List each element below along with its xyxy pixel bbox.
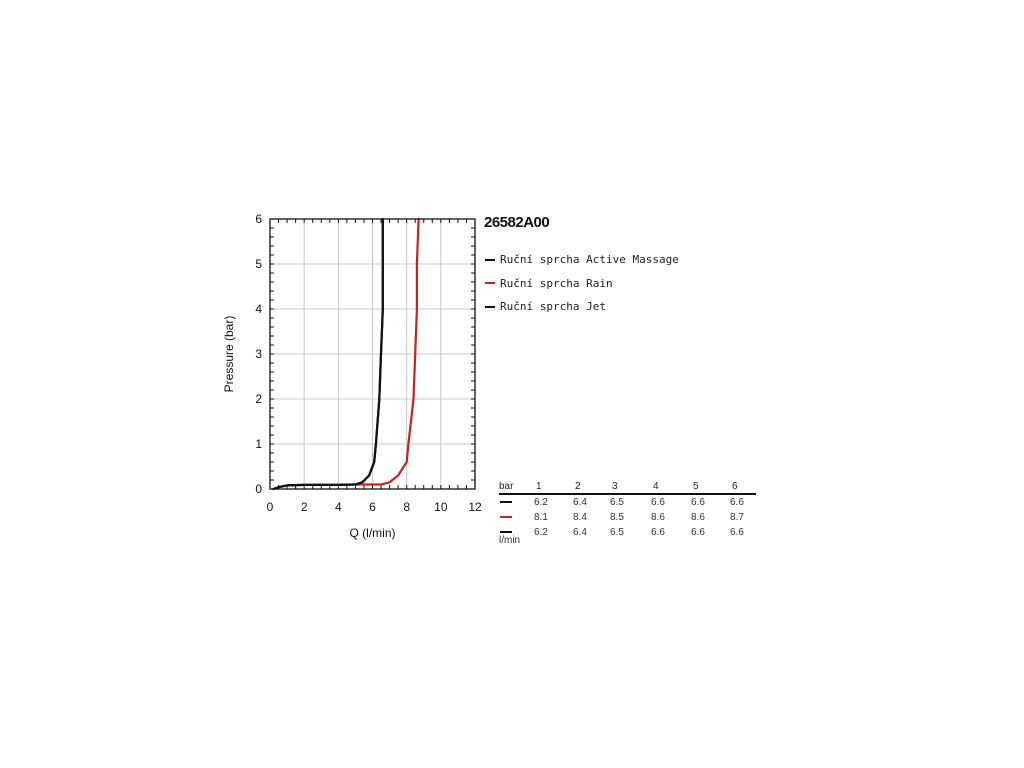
y-tick-label: 3: [255, 347, 262, 361]
table-cell: 6.6: [691, 527, 705, 538]
y-tick-label: 4: [255, 302, 262, 316]
x-tick-label: 12: [468, 500, 482, 514]
chart-title: 26582A00: [484, 214, 550, 231]
series-line-ru-n-sprcha-rain: [354, 217, 420, 486]
y-tick-labels: 0 1 2 3 4 5 6: [255, 212, 262, 496]
x-axis-title: Q (l/min): [350, 526, 396, 540]
table-cell: 6.2: [534, 497, 548, 508]
y-tick-label: 0: [255, 482, 262, 496]
table-row: 8.1 8.4 8.5 8.6 8.6 8.7: [499, 510, 756, 525]
x-tick-label: 8: [403, 500, 410, 514]
table-cell: 8.6: [691, 512, 705, 523]
table-header-cell: 4: [653, 481, 659, 492]
plot-frame: [269, 218, 476, 490]
legend-label: Ruční sprcha Rain: [500, 276, 613, 290]
y-axis-title: Pressure (bar): [222, 316, 236, 393]
legend-swatch: [485, 258, 495, 261]
table-header-cell: 3: [612, 481, 618, 492]
table-header-cell: 1: [536, 481, 542, 492]
table-cell: 6.2: [534, 527, 548, 538]
table-header: bar 1 2 3 4 5 6: [499, 481, 756, 495]
table-row-swatch: [500, 516, 512, 518]
table-cell: 6.5: [610, 497, 624, 508]
table-cell: 6.6: [730, 497, 744, 508]
series-layer: [272, 217, 420, 491]
table-unit-label: l/min: [499, 535, 521, 546]
legend-item-active-massage: Ruční sprcha Active Massage: [485, 248, 679, 272]
table-header-unit: bar: [499, 481, 514, 492]
table-row: 6.2 6.4 6.5 6.6 6.6 6.6: [499, 495, 756, 510]
table-cell: 6.4: [573, 527, 587, 538]
legend-swatch: [485, 305, 495, 308]
y-tick-label: 1: [255, 437, 262, 451]
table-cell: 6.6: [651, 497, 665, 508]
table-cell: 6.6: [651, 527, 665, 538]
table-header-cell: 6: [732, 481, 738, 492]
table-row-swatch: [500, 501, 512, 503]
series-line-ru-n-sprcha-active-massage: [272, 217, 384, 491]
legend-item-rain: Ruční sprcha Rain: [485, 272, 679, 296]
y-tick-label: 5: [255, 257, 262, 271]
x-tick-labels: 0 2 4 6 8 10 12: [267, 500, 482, 514]
table-cell: 8.6: [651, 512, 665, 523]
x-tick-label: 4: [335, 500, 342, 514]
table-cell: 8.1: [534, 512, 548, 523]
y-tick-label: 2: [255, 392, 262, 406]
table-row-swatch: [500, 531, 512, 533]
x-tick-label: 2: [301, 500, 308, 514]
x-tick-label: 10: [434, 500, 448, 514]
grid-lines: [269, 218, 476, 490]
legend-label: Ruční sprcha Active Massage: [500, 253, 679, 267]
table-cell: 8.4: [573, 512, 587, 523]
table-cell: 8.5: [610, 512, 624, 523]
x-tick-label: 6: [369, 500, 376, 514]
table-cell: 6.4: [573, 497, 587, 508]
table-cell: 6.5: [610, 527, 624, 538]
table-cell: 8.7: [730, 512, 744, 523]
flow-rate-table: bar 1 2 3 4 5 6 6.2 6.4 6.5 6.6 6.6 6.6 …: [499, 481, 756, 546]
legend-swatch: [485, 282, 495, 285]
table-header-cell: 5: [693, 481, 699, 492]
legend-item-jet: Ruční sprcha Jet: [485, 295, 679, 319]
table-cell: 6.6: [691, 497, 705, 508]
legend-label: Ruční sprcha Jet: [500, 300, 606, 314]
table-row: 6.2 6.4 6.5 6.6 6.6 6.6: [499, 525, 756, 540]
x-tick-label: 0: [267, 500, 274, 514]
table-header-cell: 2: [575, 481, 581, 492]
table-cell: 6.6: [730, 527, 744, 538]
legend: Ruční sprcha Active Massage Ruční sprcha…: [485, 248, 679, 319]
y-tick-label: 6: [255, 212, 262, 226]
